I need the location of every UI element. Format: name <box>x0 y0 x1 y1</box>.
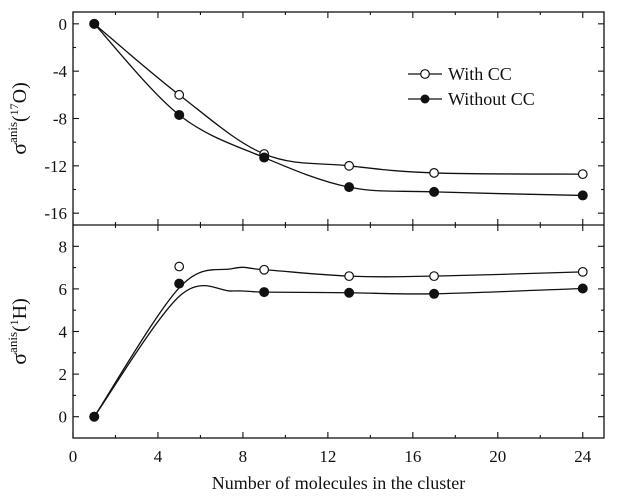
x-tick-label: 16 <box>404 447 421 466</box>
data-point-without-cc <box>174 109 185 120</box>
x-tick-label: 20 <box>489 447 506 466</box>
y-axis-label: σanis(17O) <box>5 82 31 155</box>
y-tick-label: -12 <box>44 157 67 176</box>
data-point-without-cc <box>174 278 185 289</box>
y-label-isotope: 1 <box>7 319 21 325</box>
y-tick-label: 8 <box>59 237 68 256</box>
y-tick-label: 0 <box>59 408 68 427</box>
data-point-without-cc <box>429 186 440 197</box>
x-tick-label: 4 <box>154 447 163 466</box>
x-tick-label: 24 <box>574 447 592 466</box>
y-tick-label: 4 <box>59 323 68 342</box>
y-tick-label: 0 <box>59 15 68 34</box>
data-point-without-cc <box>259 152 270 163</box>
series-curve-with-cc <box>93 266 583 418</box>
data-point-with-cc <box>429 168 439 178</box>
y-label-superscript: anis <box>5 332 20 353</box>
legend: With CC Without CC <box>408 64 535 109</box>
data-point-without-cc <box>344 287 355 298</box>
y-tick-label: 6 <box>59 280 68 299</box>
data-point-without-cc <box>89 411 100 422</box>
series-curve-with-cc <box>93 23 583 175</box>
legend-label-without-cc: Without CC <box>448 89 535 109</box>
data-point-with-cc <box>174 89 185 100</box>
data-point-without-cc <box>344 182 355 193</box>
x-tick-label: 12 <box>319 447 336 466</box>
panel-bottom: 0 2 4 6 8 σanis(1H) <box>5 225 604 438</box>
data-point-without-cc <box>429 288 440 299</box>
x-axis-label: Number of molecules in the cluster <box>212 473 465 493</box>
y-label-sigma: σ <box>6 143 31 155</box>
data-point-with-cc <box>577 169 588 180</box>
data-point-with-cc <box>429 271 439 282</box>
y-label-paren: ( <box>9 325 31 332</box>
data-point-without-cc <box>577 283 588 294</box>
legend-label-with-cc: With CC <box>448 64 512 84</box>
data-point-with-cc <box>344 160 355 171</box>
y-tick-label: -16 <box>44 204 67 223</box>
data-point-with-cc <box>174 261 185 272</box>
y-label-isotope: 17 <box>7 103 21 115</box>
y-tick-label: -4 <box>53 62 68 81</box>
y-label-paren: ( <box>9 115 31 122</box>
panel-top: 0 -4 -8 -12 -16 σanis(17O) <box>5 12 604 225</box>
data-point-without-cc <box>89 18 100 29</box>
y-label-element: O) <box>9 82 31 103</box>
y-label-superscript: anis <box>5 122 20 143</box>
y-label-element: H) <box>9 298 31 319</box>
legend-marker-with-cc <box>420 69 430 79</box>
y-axis-label: σanis(1H) <box>5 298 31 365</box>
series-curve-without-cc <box>93 285 583 418</box>
x-tick-label: 0 <box>69 447 78 466</box>
data-point-with-cc <box>259 264 270 275</box>
data-point-without-cc <box>259 287 270 298</box>
series-curve-without-cc <box>93 23 583 197</box>
y-tick-label: 2 <box>59 365 68 384</box>
y-tick-label: -8 <box>53 110 67 129</box>
data-point-with-cc <box>344 271 355 282</box>
data-point-without-cc <box>577 190 588 201</box>
data-point-with-cc <box>577 266 588 277</box>
y-label-sigma: σ <box>6 353 31 365</box>
x-tick-label: 8 <box>239 447 248 466</box>
legend-marker-without-cc <box>420 94 430 104</box>
